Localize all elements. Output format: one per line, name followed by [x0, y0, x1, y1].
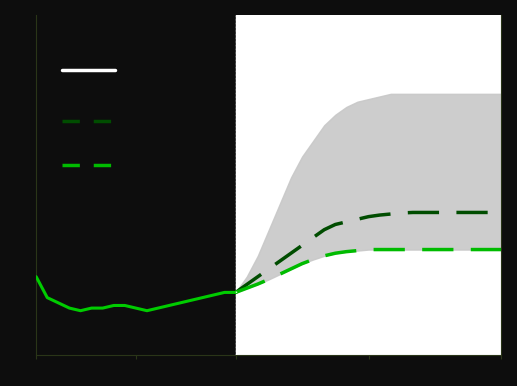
Bar [236, 15, 501, 355]
